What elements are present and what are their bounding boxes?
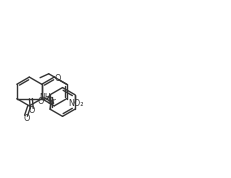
Text: O: O xyxy=(29,106,35,115)
Text: Br: Br xyxy=(48,97,56,106)
Text: NO₂: NO₂ xyxy=(68,98,83,108)
Text: O: O xyxy=(23,114,30,123)
Text: O: O xyxy=(38,98,44,106)
Text: NH: NH xyxy=(39,93,51,102)
Text: O: O xyxy=(54,74,60,83)
